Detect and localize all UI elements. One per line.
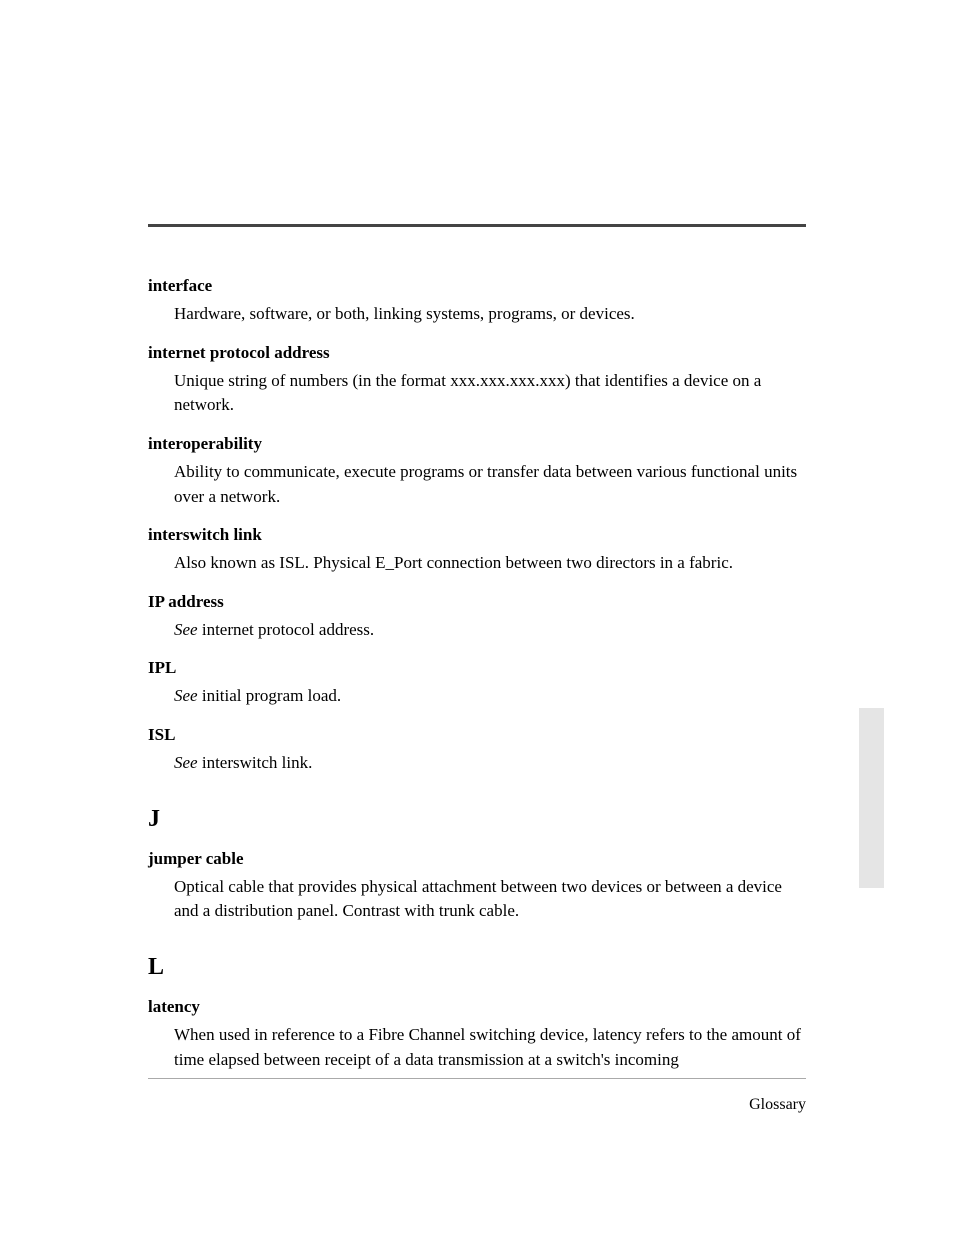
term-interoperability: interoperability bbox=[148, 434, 808, 454]
footer-label: Glossary bbox=[749, 1096, 806, 1114]
term-jumper-cable: jumper cable bbox=[148, 849, 808, 869]
definition-internet-protocol-address: Unique string of numbers (in the format … bbox=[174, 369, 808, 418]
page: interface Hardware, software, or both, l… bbox=[0, 0, 954, 1235]
definition-ip-address: See internet protocol address. bbox=[174, 618, 808, 643]
see-target: internet protocol address. bbox=[198, 620, 375, 639]
term-ip-address: IP address bbox=[148, 592, 808, 612]
term-interface: interface bbox=[148, 276, 808, 296]
definition-jumper-cable: Optical cable that provides physical att… bbox=[174, 875, 808, 924]
definition-interface: Hardware, software, or both, linking sys… bbox=[174, 302, 808, 327]
term-latency: latency bbox=[148, 997, 808, 1017]
definition-interswitch-link: Also known as ISL. Physical E_Port conne… bbox=[174, 551, 808, 576]
term-internet-protocol-address: internet protocol address bbox=[148, 343, 808, 363]
definition-ipl: See initial program load. bbox=[174, 684, 808, 709]
section-letter-l: L bbox=[148, 954, 808, 981]
term-ipl: IPL bbox=[148, 658, 808, 678]
section-letter-j: J bbox=[148, 806, 808, 833]
glossary-content: interface Hardware, software, or both, l… bbox=[148, 276, 808, 1078]
definition-interoperability: Ability to communicate, execute programs… bbox=[174, 460, 808, 509]
definition-latency: When used in reference to a Fibre Channe… bbox=[174, 1023, 808, 1072]
definition-isl: See interswitch link. bbox=[174, 751, 808, 776]
thumb-index-tab bbox=[859, 708, 884, 888]
see-label: See bbox=[174, 753, 198, 772]
see-label: See bbox=[174, 686, 198, 705]
bottom-rule bbox=[148, 1078, 806, 1079]
see-target: initial program load. bbox=[198, 686, 342, 705]
term-isl: ISL bbox=[148, 725, 808, 745]
see-target: interswitch link. bbox=[198, 753, 313, 772]
top-rule bbox=[148, 224, 806, 227]
see-label: See bbox=[174, 620, 198, 639]
term-interswitch-link: interswitch link bbox=[148, 525, 808, 545]
